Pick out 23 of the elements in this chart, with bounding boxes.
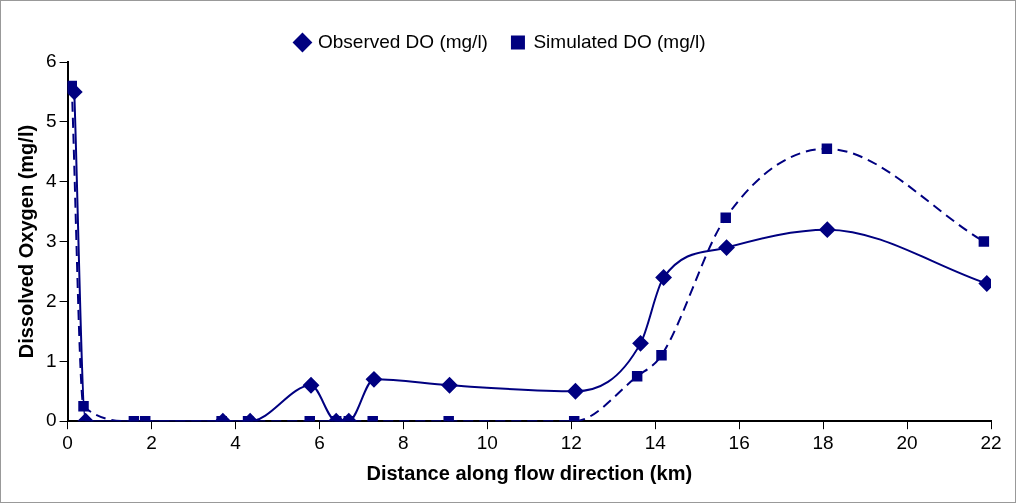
x-tick-label: 6 xyxy=(314,431,325,453)
x-tick-label: 8 xyxy=(398,431,409,453)
x-tick-label: 12 xyxy=(560,431,582,453)
x-tick-label: 14 xyxy=(644,431,667,453)
legend-label: Simulated DO (mg/l) xyxy=(533,30,706,52)
x-tick-label: 0 xyxy=(62,431,73,453)
x-axis-title: Distance along flow direction (km) xyxy=(366,461,693,484)
y-tick-label: 5 xyxy=(45,110,57,132)
y-tick-label: 6 xyxy=(45,50,57,72)
y-axis-title: Dissolved Oxygen (mg/l) xyxy=(14,124,37,359)
x-tick-label: 22 xyxy=(980,431,1002,453)
legend-label: Observed DO (mg/l) xyxy=(317,30,488,52)
x-tick-label: 16 xyxy=(728,431,750,453)
y-tick-label: 4 xyxy=(45,169,57,191)
y-tick-label: 3 xyxy=(45,229,57,251)
x-tick-label: 2 xyxy=(146,431,157,453)
y-tick-label: 2 xyxy=(45,289,57,311)
y-tick-label: 1 xyxy=(45,349,57,371)
x-tick-label: 18 xyxy=(812,431,834,453)
x-tick-label: 4 xyxy=(230,431,242,453)
x-tick-label: 20 xyxy=(896,431,918,453)
y-tick-label: 0 xyxy=(45,409,57,431)
x-tick-label: 10 xyxy=(476,431,498,453)
